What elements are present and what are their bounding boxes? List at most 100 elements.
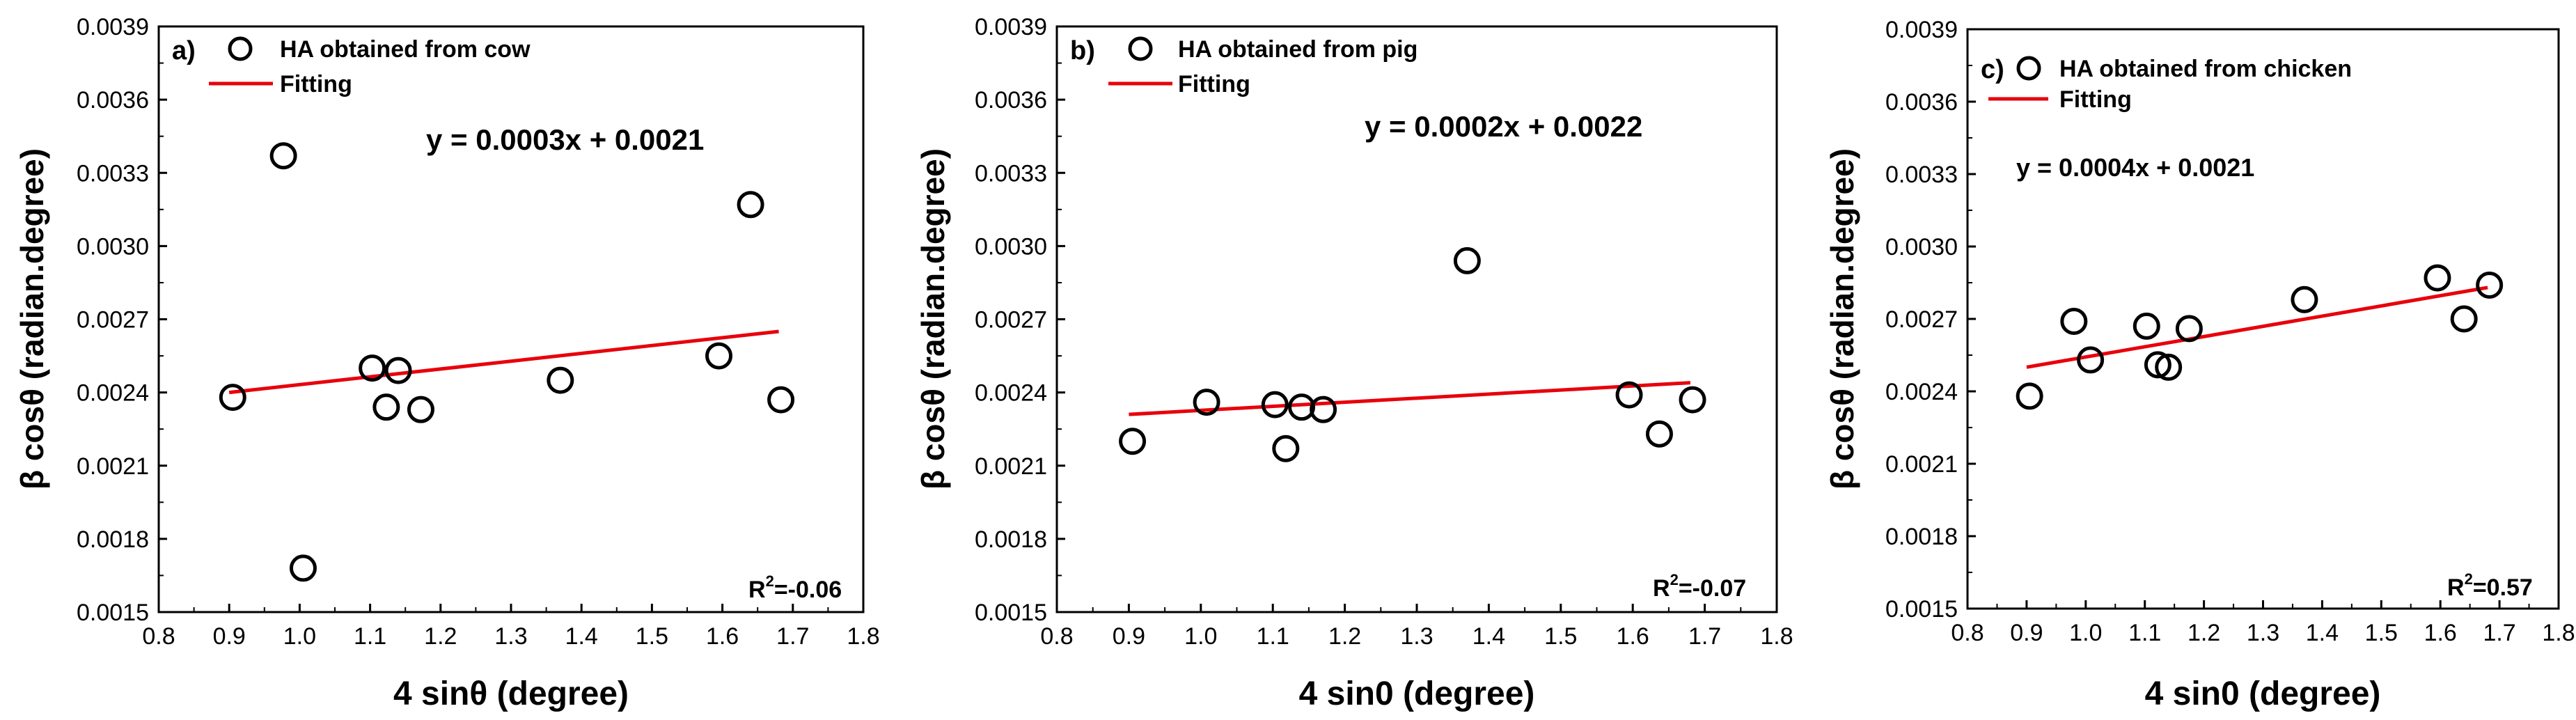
r-squared: R2=-0.06 [748,572,842,603]
data-point [1288,393,1316,421]
y-tick-label: 0.0024 [77,380,149,407]
data-point [2175,315,2203,343]
y-tick-label: 0.0036 [1885,89,1958,116]
fit-line [228,329,779,395]
x-tick-label: 1.2 [424,623,457,650]
x-tick-label: 0.9 [213,623,246,650]
y-tick-label: 0.0021 [77,453,149,480]
points-layer [2016,264,2504,410]
r-squared-superscript: 2 [2465,570,2473,588]
x-tick-label: 1.8 [2542,620,2575,646]
data-point [2291,285,2318,313]
y-tick-label: 0.0027 [975,307,1047,334]
y-tick-label: 0.0033 [975,160,1047,187]
y-axis-label: β cosθ (radian.degree) [14,148,50,490]
x-tick-label: 1.3 [1400,623,1433,650]
legend-marker-icon [228,36,253,61]
fit-layer [228,329,779,395]
y-tick-label: 0.0039 [77,14,149,40]
data-point [2476,271,2504,299]
x-tick-label: 1.4 [565,623,598,650]
x-tick-label: 1.7 [776,623,809,650]
y-tick-label: 0.0018 [975,526,1047,553]
x-tick-label: 0.9 [2010,620,2043,646]
data-point [2155,353,2183,381]
x-tick-label: 1.6 [2424,620,2457,646]
fit-equation: y = 0.0003x + 0.0021 [426,123,704,156]
fit-layer [2026,285,2488,369]
panel-letter: c) [1981,55,2004,84]
legend-series-label: HA obtained from cow [280,36,531,63]
y-tick-label: 0.0033 [77,160,149,187]
y-tick-label: 0.0024 [1885,379,1958,405]
r-squared-label: R [1653,575,1670,602]
x-tick-label: 1.8 [847,623,879,650]
x-tick-label: 0.9 [1113,623,1145,650]
data-point [384,357,412,384]
r-squared-label: R [748,577,766,603]
x-tick-label: 0.8 [1951,620,1984,646]
points-layer [219,142,795,582]
data-point [372,393,400,421]
data-point [2016,382,2043,410]
fit-line [1129,381,1691,416]
r-squared: R2=-0.07 [1653,571,1746,602]
plot-frame [157,25,865,613]
data-point [1193,389,1220,416]
data-point [359,354,386,382]
data-point [767,386,795,414]
y-tick-label: 0.0021 [975,453,1047,480]
fit-equation: y = 0.0004x + 0.0021 [2016,153,2254,182]
legend-fit-label: Fitting [1178,71,1250,97]
x-tick-label: 1.7 [1688,623,1721,650]
r-squared-value: =0.57 [2473,574,2533,601]
x-axis-label: 4 sin0 (degree) [2145,675,2381,712]
x-tick-label: 1.0 [283,623,316,650]
y-tick-label: 0.0036 [975,87,1047,114]
x-tick-label: 1.2 [2188,620,2220,646]
r-squared-label: R [2447,574,2465,601]
panel-b: 0.8 0.9 1.0 1.1 1.2 1.3 1.4 1.5 1.6 1.7 1.8 0.0015 0… [915,14,1793,712]
y-tick-label: 0.0021 [1885,451,1958,478]
panel-letter: b) [1070,36,1095,65]
y-axis-label: β cosθ (radian.degree) [915,148,951,490]
data-point [705,342,733,370]
data-point [2133,312,2160,340]
x-tick-label: 0.8 [1040,623,1073,650]
legend-marker-icon [2016,56,2041,81]
data-point [2144,351,2171,379]
data-point [737,191,764,219]
legend-marker-icon [1128,36,1153,61]
x-axis-label: 4 sinθ (degree) [393,675,629,712]
legend-series-label: HA obtained from pig [1178,36,1417,63]
y-tick-label: 0.0018 [77,526,149,553]
x-tick-label: 1.1 [2128,620,2161,646]
x-tick-label: 1.4 [1472,623,1505,650]
y-axis-label: β cosθ (radian.degree) [1824,148,1860,490]
y-tick-label: 0.0030 [77,233,149,260]
x-tick-label: 0.8 [142,623,175,650]
data-point [1645,420,1673,448]
ticks: 0.8 0.9 1.0 1.1 1.2 1.3 1.4 1.5 1.6 1.7 1.8 0.0015 0… [77,14,880,650]
r-squared-value: =-0.06 [774,577,842,603]
y-tick-label: 0.0015 [77,600,149,626]
x-axis-label: 4 sin0 (degree) [1299,675,1535,712]
x-tick-label: 1.8 [1760,623,1793,650]
fit-layer [1129,381,1691,416]
x-tick-label: 1.6 [1617,623,1649,650]
x-tick-label: 1.0 [1184,623,1217,650]
x-tick-label: 1.5 [636,623,668,650]
y-tick-label: 0.0039 [975,14,1047,40]
data-point [1679,386,1706,414]
points-layer [1119,246,1706,462]
data-point [2060,307,2088,335]
y-tick-label: 0.0030 [975,233,1047,260]
plot-frame [1966,28,2560,610]
data-point [219,384,246,412]
y-tick-label: 0.0030 [1885,234,1958,260]
r-squared-value: =-0.07 [1679,575,1746,602]
x-tick-label: 1.6 [706,623,739,650]
panel-letter: a) [172,36,196,65]
data-point [1261,391,1289,418]
data-point [289,554,317,582]
